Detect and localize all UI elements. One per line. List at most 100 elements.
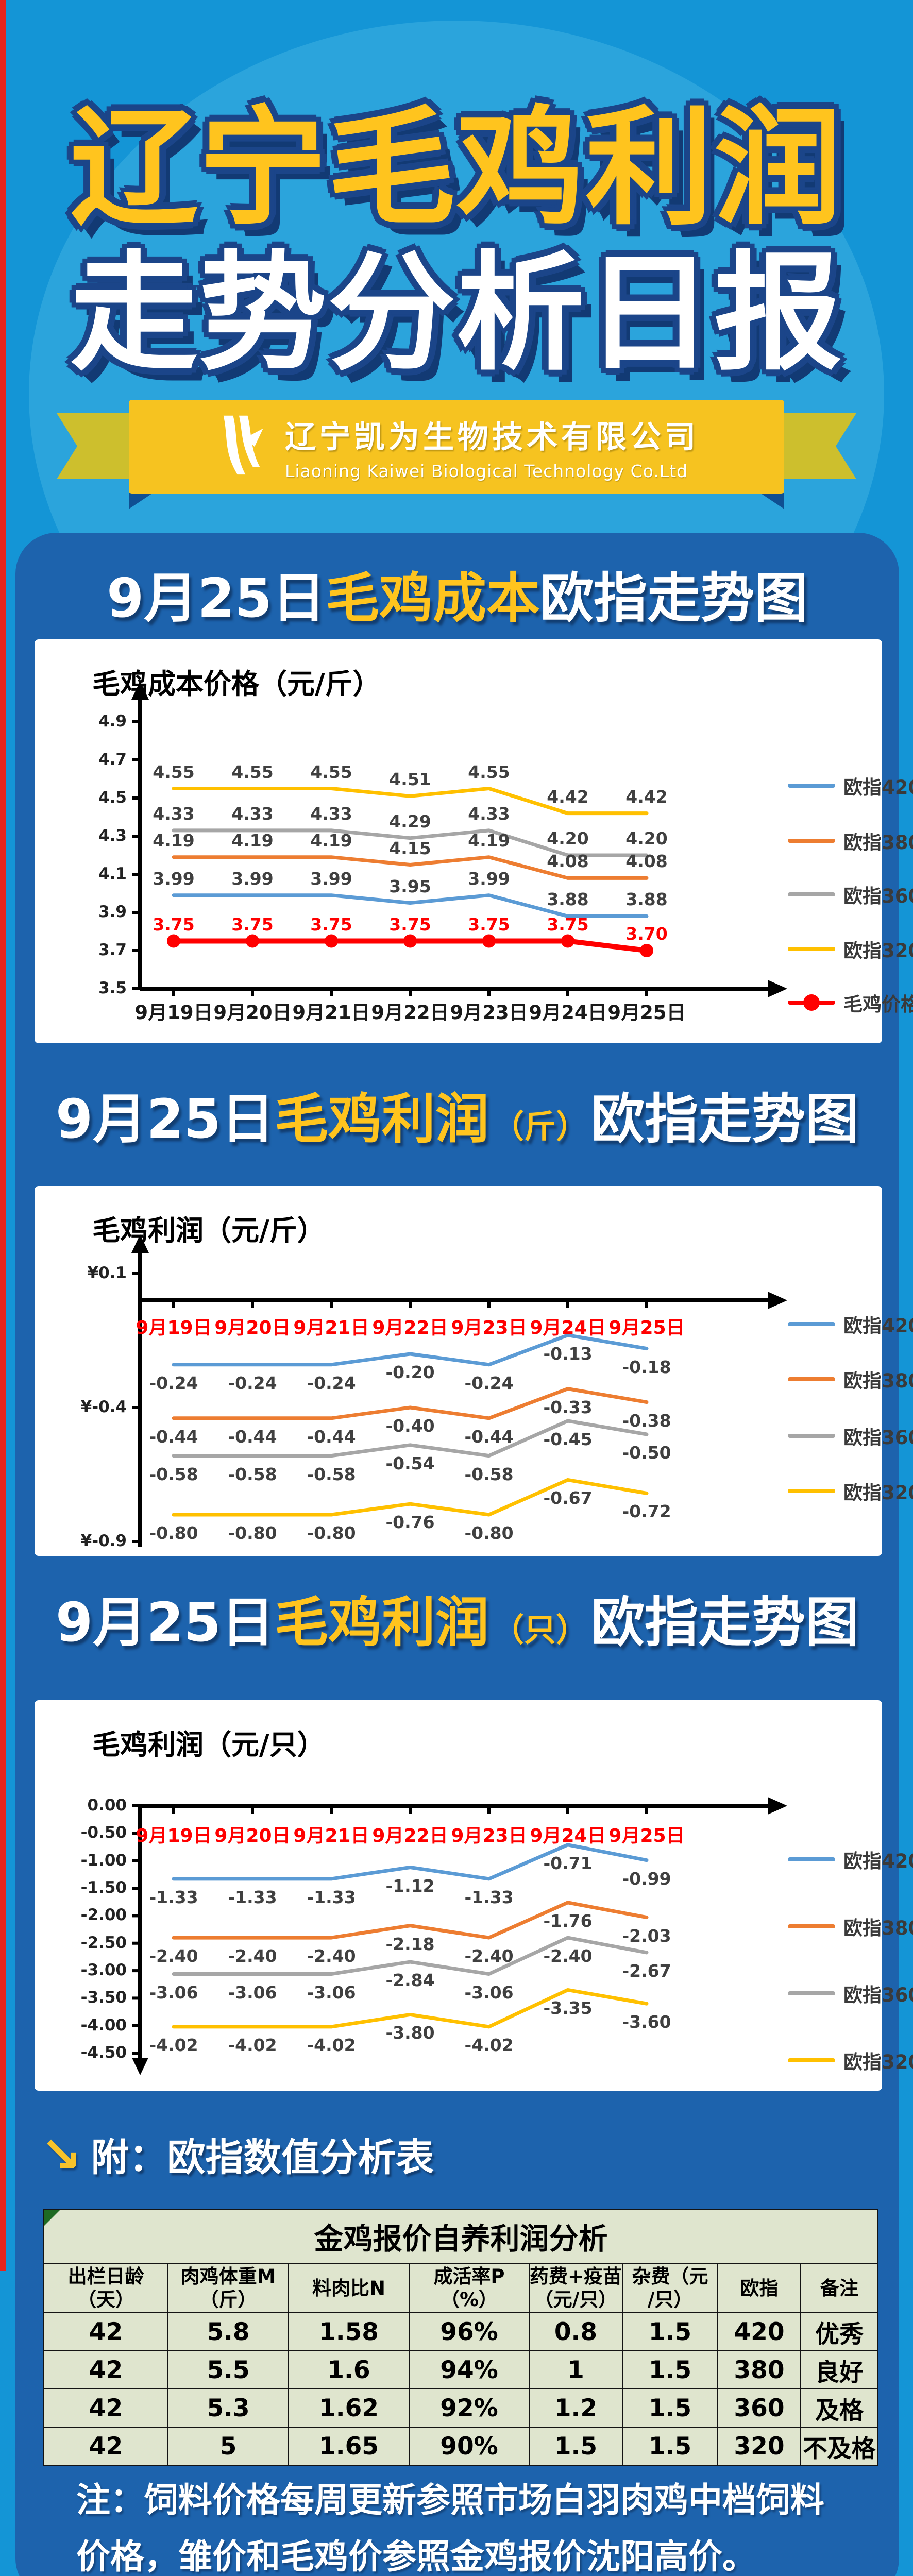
x-axis-arrow [768, 980, 787, 997]
data-label: -0.58 [228, 1464, 277, 1484]
legend-line-sample [788, 1489, 835, 1493]
legend-line-sample [788, 994, 835, 1011]
data-label: -0.76 [385, 1512, 435, 1533]
section-title-part: 欧指走势图 [591, 1088, 859, 1150]
legend-marker-dot [803, 994, 820, 1011]
table-title-text: 金鸡报价自养利润分析 [314, 2222, 608, 2256]
section-title-part: 毛鸡利润 [275, 1591, 489, 1654]
data-label: 4.33 [231, 803, 274, 824]
data-label: -0.24 [228, 1372, 277, 1393]
data-label: -2.18 [385, 1934, 435, 1954]
legend-line-sample [788, 1434, 835, 1438]
y-tick-label: ¥0.1 [87, 1264, 127, 1282]
data-label: 4.20 [547, 828, 589, 849]
legend-line-sample [788, 1857, 835, 1861]
x-date-label: 9月20日 [214, 1317, 291, 1338]
header-line: 药费+疫苗 [530, 2265, 622, 2287]
data-label: 4.51 [389, 769, 431, 790]
section-title-part: （斤） [492, 1108, 588, 1145]
section-title-profit-jin: 9月25日毛鸡利润（斤）欧指走势图 [15, 1086, 899, 1160]
legend-item-欧指380: 欧指380 [788, 1365, 913, 1393]
data-label: -2.03 [622, 1925, 671, 1946]
series-marker-毛鸡价格 [482, 934, 496, 948]
chart-svg [131, 1234, 787, 1547]
legend-item-欧指360: 欧指360 [788, 1422, 913, 1450]
data-label: 4.42 [547, 786, 589, 807]
y-axis-arrow [131, 681, 149, 700]
table-title-cell: 金鸡报价自养利润分析 [43, 2209, 878, 2264]
data-label: -2.40 [543, 1946, 593, 1967]
series-line-欧指320 [172, 787, 649, 816]
header-line: 备注 [820, 2277, 858, 2299]
table-header-cell: 出栏日龄 （天） [43, 2263, 168, 2313]
green-corner-decoration [44, 2210, 60, 2226]
data-label: 4.55 [153, 761, 195, 782]
table-data-cell: 90% [409, 2427, 530, 2466]
x-date-label: 9月24日 [530, 1825, 606, 1846]
data-label: -0.72 [622, 1501, 671, 1522]
y-tick-label: -2.00 [80, 1906, 127, 1925]
section-title-part: 毛鸡利润 [275, 1088, 489, 1150]
data-label: 3.75 [310, 914, 352, 935]
y-tick-label: 3.7 [98, 941, 127, 959]
legend-label: 欧指360 [843, 885, 913, 907]
y-tick-label: 4.5 [98, 788, 127, 807]
y-tick-label: -3.00 [80, 1961, 127, 1980]
y-tick-label: -2.50 [80, 1933, 127, 1952]
chart-title: 毛鸡利润（元/只） [92, 1728, 325, 1761]
poster-title-line2: 走势分析日报 [70, 240, 843, 388]
note-line2: 价格，雏价和毛鸡价参照金鸡报价沈阳高价。 [76, 2537, 756, 2576]
table-data-row: 42 5.8 1.58 96% 0.8 1.5 420 优秀 [43, 2312, 878, 2351]
legend-item-欧指420: 欧指420 [788, 1845, 913, 1873]
data-label: -4.02 [228, 2035, 277, 2055]
poster-title-line1: 辽宁毛鸡利润 [70, 94, 843, 243]
series-line-欧指380 [172, 855, 649, 880]
x-axis-arrow [768, 1797, 787, 1815]
legend-label: 欧指320 [843, 2051, 913, 2073]
legend-label: 欧指420 [843, 776, 913, 799]
table-data-cell: 1.2 [529, 2388, 623, 2428]
table-data-cell: 不及格 [800, 2427, 878, 2466]
data-label: -0.24 [307, 1372, 356, 1393]
data-label: -0.71 [543, 1853, 593, 1873]
y-tick-label: 4.1 [98, 865, 127, 883]
y-tick-label: -4.00 [80, 2015, 127, 2035]
table-data-cell: 1.5 [622, 2312, 718, 2351]
note-text: 注：饲料价格每周更新参照市场白羽肉鸡中档饲料 价格，雏价和毛鸡价参照金鸡报价沈阳… [76, 2472, 859, 2576]
table-header-cell: 药费+疫苗 （元/只） [529, 2263, 623, 2313]
table-data-cell: 1 [529, 2350, 623, 2389]
data-label: -3.06 [149, 1982, 198, 2003]
data-label: -0.99 [622, 1868, 671, 1889]
euro-index-analysis-table: 金鸡报价自养利润分析 出栏日龄 （天） 肉鸡体重M （斤） 料肉比N 成活率P （%） 药费+疫… [43, 2209, 878, 2466]
data-label: 3.75 [231, 914, 274, 935]
x-date-label: 9月21日 [293, 1825, 369, 1846]
x-date-label: 9月19日 [136, 1317, 212, 1338]
legend-line-sample [788, 947, 835, 951]
data-label: -0.50 [622, 1443, 671, 1463]
legend-line-sample [788, 2058, 835, 2062]
x-date-label: 9月23日 [451, 1825, 527, 1846]
legend-label: 毛鸡价格 [843, 993, 913, 1015]
data-label: -1.33 [307, 1887, 356, 1907]
company-name-en: Liaoning Kaiwei Biological Technology Co… [285, 461, 688, 481]
x-date-label: 9月23日 [450, 1002, 528, 1024]
data-label: 3.99 [153, 868, 195, 889]
legend-item-毛鸡价格: 毛鸡价格 [788, 989, 913, 1016]
section-title-profit-zhi: 9月25日毛鸡利润（只）欧指走势图 [15, 1589, 899, 1664]
table-header-cell: 杂费（元/只） [622, 2263, 718, 2313]
header-line: /只） [647, 2289, 693, 2311]
data-label: -0.44 [228, 1426, 277, 1447]
corner-arrow-icon: ↘ [40, 2125, 82, 2183]
chart-svg [132, 1797, 787, 2075]
legend-label: 欧指420 [843, 1315, 913, 1337]
x-date-label: 9月23日 [451, 1317, 527, 1338]
table-data-cell: 5 [167, 2427, 289, 2466]
data-label: -0.24 [464, 1372, 514, 1393]
chart-svg [131, 681, 787, 997]
data-label: -0.44 [307, 1426, 356, 1447]
data-label: 4.19 [468, 830, 510, 851]
data-label: 3.99 [468, 868, 510, 889]
data-label: -4.02 [149, 2035, 198, 2055]
data-label: -0.58 [464, 1464, 514, 1484]
data-label: -2.67 [622, 1960, 671, 1981]
